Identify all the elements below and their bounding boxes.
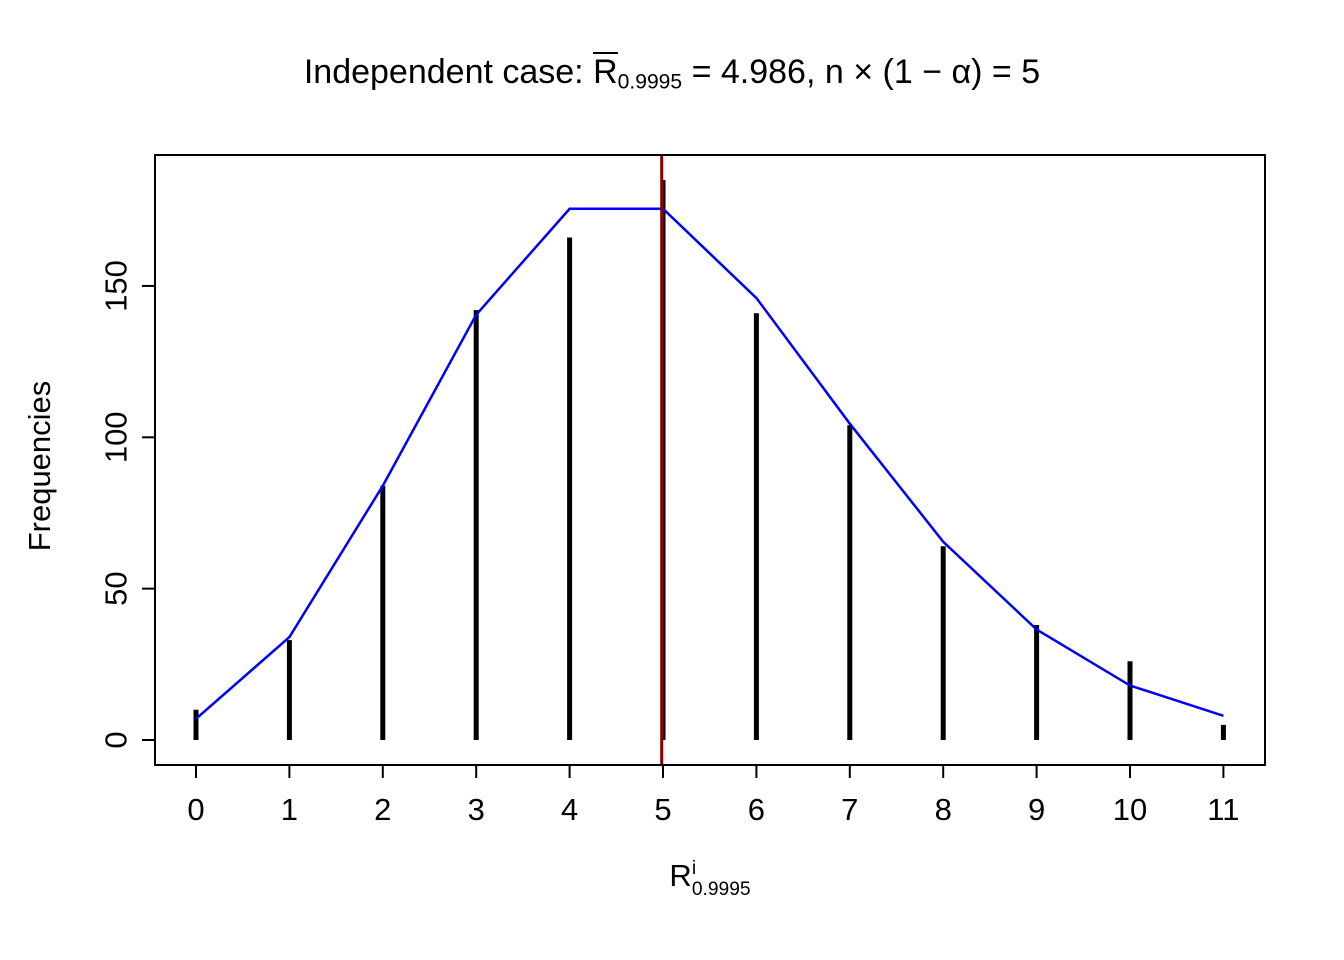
x-tick-label: 5 (654, 792, 671, 827)
x-tick-label: 10 (1113, 792, 1147, 827)
r-bar-symbol: R (593, 52, 618, 91)
x-tick-label: 7 (841, 792, 858, 827)
title-middle: = 4.986, n (682, 53, 854, 91)
x-tick-label: 11 (1207, 792, 1239, 827)
x-tick-label: 8 (935, 792, 952, 827)
x-tick-label: 9 (1028, 792, 1045, 827)
x-label-scripts: i 0.9995 (691, 858, 751, 900)
chart-title: Independent case: R0.9995 = 4.986, n × (… (0, 52, 1344, 94)
title-tail: (1 − α) = 5 (873, 53, 1041, 91)
y-tick-label: 50 (99, 571, 134, 605)
x-tick-label: 0 (187, 792, 204, 827)
x-tick-label: 3 (468, 792, 485, 827)
y-tick-label: 0 (99, 731, 134, 748)
x-tick-label: 4 (561, 792, 578, 827)
theoretical-line (195, 207, 1224, 720)
title-prefix: Independent case: (303, 53, 594, 91)
y-tick-label: 150 (99, 260, 134, 312)
x-tick-label: 6 (748, 792, 765, 827)
x-label-subscript: 0.9995 (691, 878, 751, 900)
x-label-base: R (669, 858, 692, 893)
x-label-superscript: i (691, 858, 697, 880)
r-bar-subscript: 0.9995 (617, 70, 683, 94)
y-axis-label: Frequencies (22, 380, 57, 552)
x-tick-label: 2 (374, 792, 391, 827)
y-tick-label: 100 (99, 411, 134, 463)
x-tick-label: 1 (281, 792, 298, 827)
times-symbol: × (853, 53, 874, 91)
plot-frame (154, 154, 1266, 766)
